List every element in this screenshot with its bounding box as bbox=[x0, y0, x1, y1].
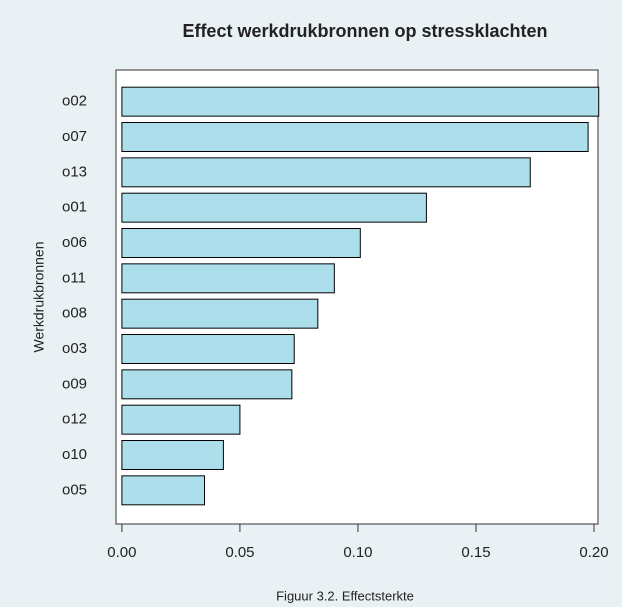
y-tick-label: o10 bbox=[62, 446, 87, 463]
bar bbox=[121, 122, 589, 152]
x-tick-label: 0.10 bbox=[343, 544, 372, 561]
bar bbox=[121, 440, 224, 470]
chart-title: Effect werkdrukbronnen op stressklachten bbox=[182, 21, 547, 41]
x-tick-label: 0.15 bbox=[461, 544, 490, 561]
bar bbox=[121, 263, 335, 294]
y-tick-label: o11 bbox=[62, 269, 86, 286]
bar bbox=[121, 192, 427, 223]
x-tick-label: 0.20 bbox=[579, 544, 608, 561]
bar bbox=[121, 157, 531, 188]
bar bbox=[121, 298, 319, 329]
caption: Figuur 3.2. Effectsterkte bbox=[276, 588, 414, 603]
bar bbox=[121, 334, 295, 364]
bar bbox=[121, 475, 206, 506]
y-tick-label: o03 bbox=[62, 340, 87, 357]
y-tick-label: o01 bbox=[62, 199, 87, 216]
y-tick-label: o07 bbox=[62, 128, 87, 145]
bar bbox=[121, 404, 241, 435]
bar bbox=[121, 228, 361, 258]
y-tick-label: o05 bbox=[62, 481, 87, 498]
x-tick-label: 0.00 bbox=[107, 544, 136, 561]
y-tick-label: o08 bbox=[62, 305, 87, 322]
y-axis-label: Werkdrukbronnen bbox=[31, 241, 47, 352]
bar bbox=[121, 369, 293, 400]
x-tick-label: 0.05 bbox=[225, 544, 254, 561]
y-tick-label: o06 bbox=[62, 234, 87, 251]
y-tick-label: o13 bbox=[62, 163, 87, 180]
y-tick-label: o02 bbox=[62, 93, 87, 110]
y-tick-label: o09 bbox=[62, 375, 87, 392]
y-tick-label: o12 bbox=[62, 411, 87, 428]
bar bbox=[121, 86, 600, 117]
